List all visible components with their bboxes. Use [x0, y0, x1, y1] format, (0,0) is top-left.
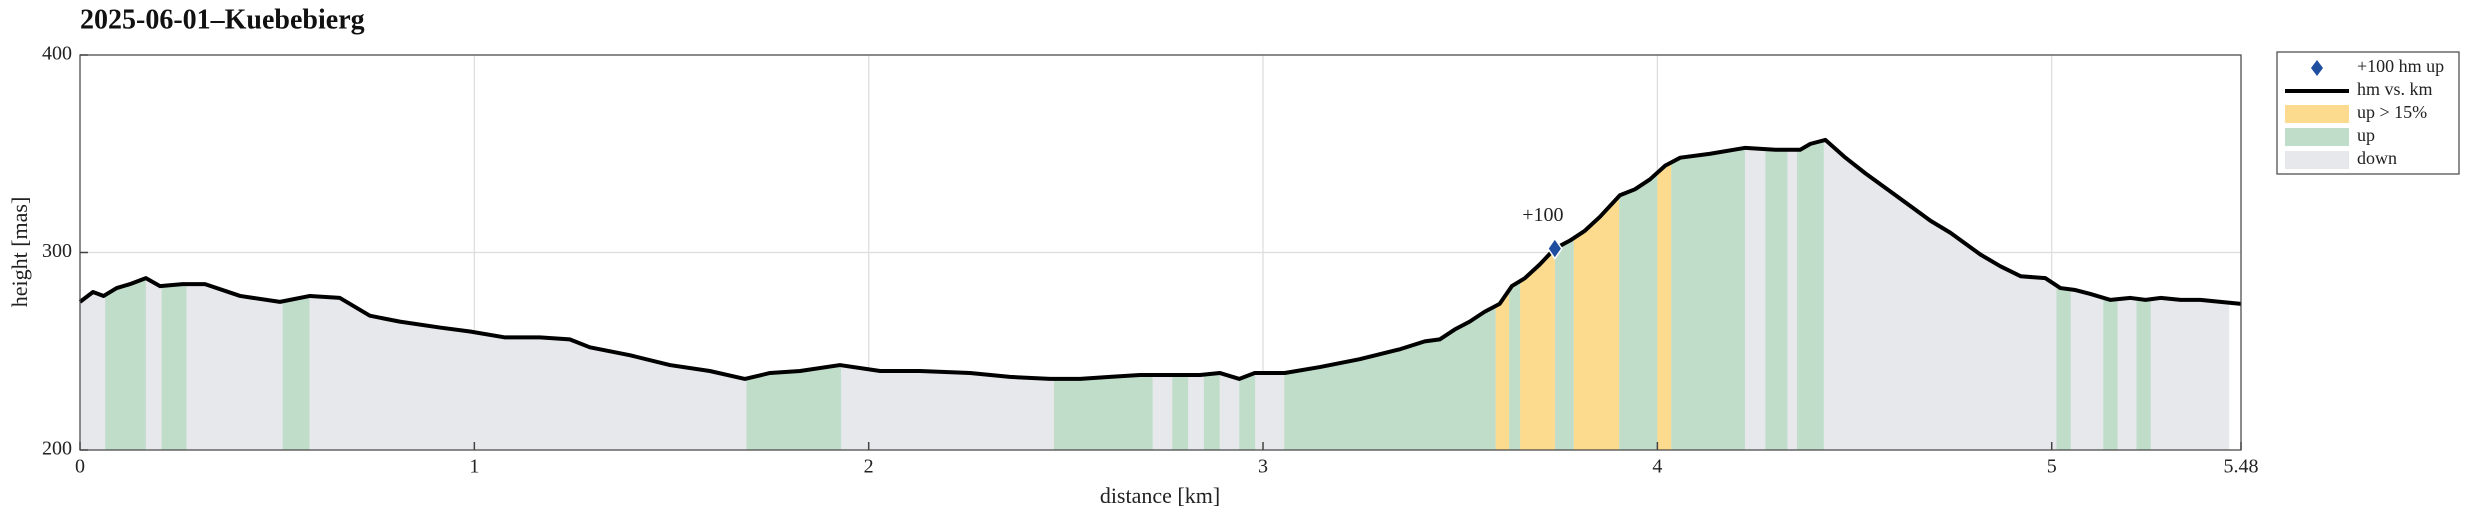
- legend-label: up: [2357, 125, 2375, 145]
- band-down: [80, 139, 2230, 451]
- x-tick-label: 5.48: [2224, 456, 2259, 478]
- legend-swatch: [2285, 151, 2349, 169]
- marker-label: +100: [1522, 204, 1563, 226]
- band-up: [1172, 374, 1189, 450]
- band-up: [1284, 305, 1496, 450]
- x-axis-label: distance [km]: [1100, 483, 1220, 508]
- legend-swatch: [2285, 105, 2349, 123]
- band-up: [1671, 147, 1745, 450]
- legend-label: down: [2357, 148, 2397, 168]
- legend-label: +100 hm up: [2357, 56, 2444, 76]
- band-up: [1203, 372, 1220, 450]
- chart-title: 2025-06-01–Kuebebierg: [80, 4, 365, 35]
- band-up: [2103, 297, 2118, 450]
- x-tick-label: 0: [75, 456, 85, 478]
- y-axis-label: height [mas]: [7, 197, 32, 308]
- band-up: [1054, 374, 1153, 450]
- legend-label: up > 15%: [2357, 102, 2427, 122]
- x-tick-label: 4: [1652, 456, 1662, 478]
- y-tick-label: 400: [42, 43, 72, 65]
- band-steep: [1573, 196, 1620, 450]
- band-up: [2136, 298, 2151, 450]
- marker: [1546, 237, 1563, 260]
- band-up: [1239, 372, 1256, 450]
- band-up: [282, 296, 310, 450]
- legend-label: hm vs. km: [2357, 79, 2433, 99]
- legend-marker: [2311, 60, 2323, 76]
- band-up: [105, 278, 146, 450]
- x-tick-label: 3: [1258, 456, 1268, 478]
- legend-swatch: [2285, 128, 2349, 146]
- band-up: [746, 365, 842, 450]
- y-tick-label: 200: [42, 438, 72, 460]
- x-tick-label: 1: [469, 456, 479, 478]
- band-up: [1619, 172, 1658, 450]
- band-up: [1509, 281, 1521, 450]
- band-steep: [1520, 248, 1555, 450]
- elevation-line: [78, 137, 2242, 381]
- band-up: [2056, 285, 2071, 450]
- band-up: [1554, 238, 1574, 450]
- band-up: [1765, 149, 1788, 450]
- band-up: [161, 284, 187, 450]
- x-tick-label: 2: [864, 456, 874, 478]
- x-tick-label: 5: [2047, 456, 2057, 478]
- band-steep: [1657, 162, 1672, 451]
- y-tick-label: 300: [42, 240, 72, 262]
- band-steep: [1495, 290, 1510, 450]
- band-up: [1796, 140, 1824, 450]
